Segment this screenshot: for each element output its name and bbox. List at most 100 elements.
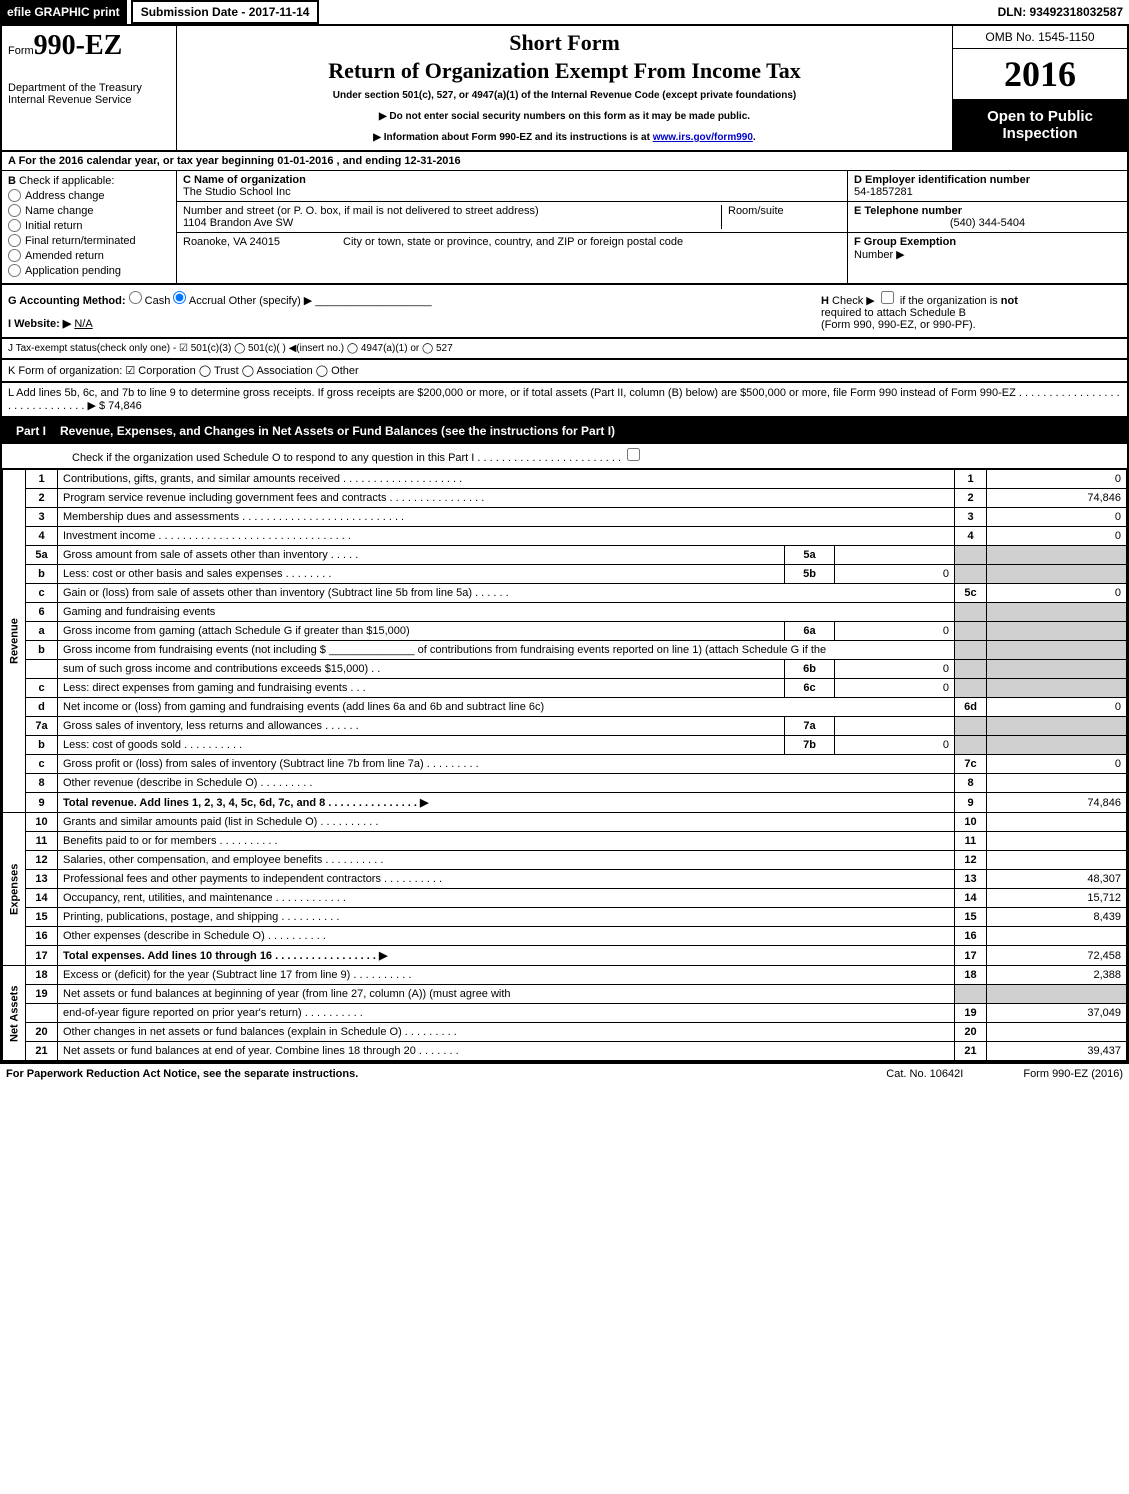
line-ref: 16 <box>955 927 987 946</box>
radio-application-pending[interactable] <box>8 264 21 277</box>
shaded-cell <box>987 603 1127 622</box>
line-description: Salaries, other compensation, and employ… <box>58 851 955 870</box>
top-bar: efile GRAPHIC print Submission Date - 20… <box>0 0 1129 24</box>
title-block: Short Form Return of Organization Exempt… <box>177 26 952 150</box>
radio-name-change[interactable] <box>8 204 21 217</box>
line-number: c <box>26 679 58 698</box>
open-public-1: Open to Public <box>957 108 1123 125</box>
line-number: 6 <box>26 603 58 622</box>
line-number: b <box>26 736 58 755</box>
line-ref: 7c <box>955 755 987 774</box>
line-description: Contributions, gifts, grants, and simila… <box>58 470 955 489</box>
check-final-return[interactable]: Final return/terminated <box>8 234 170 247</box>
line-description: Other expenses (describe in Schedule O) … <box>58 927 955 946</box>
section-a-block: B Check if applicable: Address change Na… <box>0 171 1129 285</box>
shaded-cell <box>955 736 987 755</box>
ein-cell: D Employer identification number 54-1857… <box>848 171 1127 202</box>
check-initial-return[interactable]: Initial return <box>8 219 170 232</box>
check-name-change[interactable]: Name change <box>8 204 170 217</box>
line-number: 11 <box>26 832 58 851</box>
dln-number: DLN: 93492318032587 <box>992 2 1129 22</box>
end-date: 12-31-2016 <box>404 155 460 167</box>
table-row: 19Net assets or fund balances at beginni… <box>3 985 1127 1004</box>
table-row: 21Net assets or fund balances at end of … <box>3 1042 1127 1061</box>
short-form-title: Short Form <box>185 30 944 56</box>
table-row: cGross profit or (loss) from sales of in… <box>3 755 1127 774</box>
return-title: Return of Organization Exempt From Incom… <box>185 58 944 84</box>
line-number: c <box>26 755 58 774</box>
line-number: 14 <box>26 889 58 908</box>
line-ref: 4 <box>955 527 987 546</box>
table-row: dNet income or (loss) from gaming and fu… <box>3 698 1127 717</box>
line-description: Net assets or fund balances at beginning… <box>58 985 955 1004</box>
section-side-label: Revenue <box>3 470 26 813</box>
line-value: 72,458 <box>987 946 1127 966</box>
line-value <box>987 927 1127 946</box>
line-value: 74,846 <box>987 489 1127 508</box>
table-row: 3Membership dues and assessments . . . .… <box>3 508 1127 527</box>
radio-amended-return[interactable] <box>8 249 21 262</box>
line-description: Other changes in net assets or fund bala… <box>58 1023 955 1042</box>
line-number: 8 <box>26 774 58 793</box>
check-amended-return[interactable]: Amended return <box>8 249 170 262</box>
line-j: J Tax-exempt status(check only one) - ☑ … <box>0 339 1129 360</box>
irs-link[interactable]: www.irs.gov/form990 <box>653 132 753 143</box>
line-ref: 13 <box>955 870 987 889</box>
radio-cash[interactable] <box>129 291 142 304</box>
line-ref: 3 <box>955 508 987 527</box>
line-description: end-of-year figure reported on prior yea… <box>58 1004 955 1023</box>
table-row: bLess: cost or other basis and sales exp… <box>3 565 1127 584</box>
checkbox-schedule-o[interactable] <box>627 448 640 461</box>
shaded-cell <box>987 660 1127 679</box>
efile-print-button[interactable]: efile GRAPHIC print <box>0 0 127 24</box>
table-row: 20Other changes in net assets or fund ba… <box>3 1023 1127 1042</box>
radio-accrual[interactable] <box>173 291 186 304</box>
line-value: 2,388 <box>987 966 1127 985</box>
h-check-text: Check ▶ <box>832 295 875 307</box>
checkbox-h[interactable] <box>881 291 894 304</box>
table-row: aGross income from gaming (attach Schedu… <box>3 622 1127 641</box>
shaded-cell <box>987 717 1127 736</box>
street-label: Number and street (or P. O. box, if mail… <box>183 205 721 217</box>
table-row: 2Program service revenue including gover… <box>3 489 1127 508</box>
line-h-block: H Check ▶ if the organization is not req… <box>821 291 1121 331</box>
website-value: N/A <box>74 318 92 330</box>
line-ref: 18 <box>955 966 987 985</box>
line-number: 2 <box>26 489 58 508</box>
part-1-title: Revenue, Expenses, and Changes in Net As… <box>60 424 615 438</box>
city-value: Roanoke, VA 24015 <box>183 236 343 248</box>
line-number: 21 <box>26 1042 58 1061</box>
radio-final-return[interactable] <box>8 234 21 247</box>
table-row: cGain or (loss) from sale of assets othe… <box>3 584 1127 603</box>
line-number: 3 <box>26 508 58 527</box>
omb-number: OMB No. 1545-1150 <box>953 26 1127 49</box>
line-value: 37,049 <box>987 1004 1127 1023</box>
tax-year: 2016 <box>953 49 1127 100</box>
check-label-0: Address change <box>25 190 105 202</box>
h-text3: required to attach Schedule B <box>821 307 966 319</box>
subline-label: 5a <box>785 546 835 565</box>
table-row: cLess: direct expenses from gaming and f… <box>3 679 1127 698</box>
table-row: 4Investment income . . . . . . . . . . .… <box>3 527 1127 546</box>
line-ref: 11 <box>955 832 987 851</box>
street-value: 1104 Brandon Ave SW <box>183 217 721 229</box>
table-row: 13Professional fees and other payments t… <box>3 870 1127 889</box>
check-address-change[interactable]: Address change <box>8 189 170 202</box>
check-application-pending[interactable]: Application pending <box>8 264 170 277</box>
h-text4: (Form 990, 990-EZ, or 990-PF). <box>821 319 976 331</box>
form-prefix: Form <box>8 45 34 57</box>
room-suite: Room/suite <box>721 205 841 229</box>
line-description: Benefits paid to or for members . . . . … <box>58 832 955 851</box>
shaded-cell <box>955 546 987 565</box>
check-label-4: Amended return <box>25 250 104 262</box>
check-label-5: Application pending <box>25 265 121 277</box>
radio-initial-return[interactable] <box>8 219 21 232</box>
radio-address-change[interactable] <box>8 189 21 202</box>
line-ref: 20 <box>955 1023 987 1042</box>
line-description: Gross sales of inventory, less returns a… <box>58 717 785 736</box>
line-description: Gross profit or (loss) from sales of inv… <box>58 755 955 774</box>
line-ref: 5c <box>955 584 987 603</box>
line-number: 7a <box>26 717 58 736</box>
h-not: not <box>1001 295 1018 307</box>
line-description: Less: cost or other basis and sales expe… <box>58 565 785 584</box>
